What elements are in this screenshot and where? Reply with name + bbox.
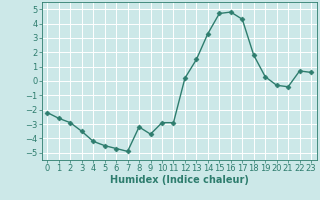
X-axis label: Humidex (Indice chaleur): Humidex (Indice chaleur) [110, 175, 249, 185]
